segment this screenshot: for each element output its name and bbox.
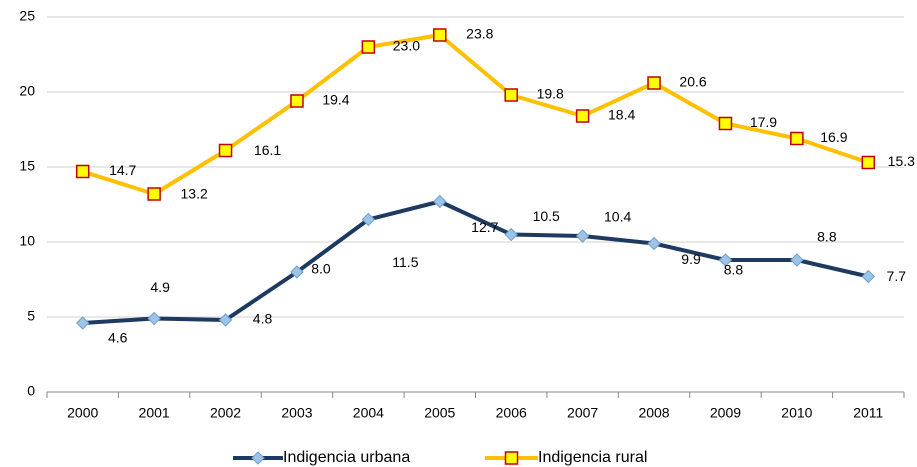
x-tick-label: 2002 [210,405,241,421]
data-label: 18.4 [608,107,635,123]
y-tick-label: 15 [19,158,35,174]
data-label: 23.8 [466,26,493,42]
x-tick-label: 2009 [710,405,741,421]
x-tick-label: 2011 [853,405,883,421]
data-point [361,212,376,227]
x-tick-label: 2005 [424,405,455,421]
y-tick-label: 25 [19,8,35,24]
series-line [82,199,869,325]
x-tick-label: 2006 [496,405,527,421]
data-point [575,109,590,123]
data-label: 4.8 [253,311,273,327]
data-point [361,40,376,54]
y-tick-label: 5 [27,308,35,324]
data-label: 23.0 [393,38,420,54]
data-label: 7.7 [887,268,907,284]
legend-label: Indigencia urbana [283,449,410,466]
data-point [290,94,304,108]
data-label: 8.0 [311,261,331,277]
data-label: 4.6 [108,330,128,346]
x-tick-label: 2008 [638,405,669,421]
data-label: 20.6 [679,74,706,90]
data-point [76,316,90,330]
data-point [790,253,804,267]
data-point [147,311,161,326]
legend-label: Indigencia rural [538,449,647,466]
data-label: 10.5 [533,208,560,224]
data-point [575,229,590,243]
data-label: 16.1 [254,142,281,158]
data-label: 19.4 [322,92,349,108]
x-tick-label: 2001 [139,405,170,421]
data-point [433,194,447,209]
data-label: 14.7 [109,162,136,178]
legend-marker [504,451,519,465]
data-point [218,143,233,158]
x-tick-label: 2010 [781,405,812,421]
data-point [861,269,875,284]
data-label: 8.8 [817,229,837,245]
x-tick-label: 2003 [281,405,312,421]
data-label: 15.3 [888,153,915,169]
x-tick-label: 2000 [67,405,98,421]
data-label: 16.9 [820,129,847,145]
y-tick-label: 0 [27,383,35,399]
data-point [218,313,233,327]
data-label: 9.9 [681,251,701,267]
data-point [647,236,661,251]
data-label: 11.5 [392,254,418,270]
data-point [718,253,733,267]
y-tick-label: 20 [19,83,35,99]
data-label: 4.9 [150,279,170,295]
x-tick-label: 2004 [353,405,384,421]
data-point [861,155,876,170]
data-label: 17.9 [750,114,777,130]
data-point [504,227,518,242]
data-point [647,76,661,90]
data-label: 10.4 [604,209,631,225]
data-point [790,131,804,146]
data-label: 8.8 [724,262,744,278]
legend-marker [251,451,265,465]
data-label: 12.7 [471,219,498,235]
data-label: 13.2 [181,186,208,202]
data-point [290,265,304,279]
data-point [75,164,90,179]
x-tick-label: 2007 [567,405,598,421]
data-point [433,28,447,42]
data-label: 19.8 [537,86,564,102]
data-point [718,116,733,131]
y-tick-label: 10 [19,233,35,249]
data-point [147,187,161,201]
series-line [82,33,869,196]
data-point [504,88,518,102]
